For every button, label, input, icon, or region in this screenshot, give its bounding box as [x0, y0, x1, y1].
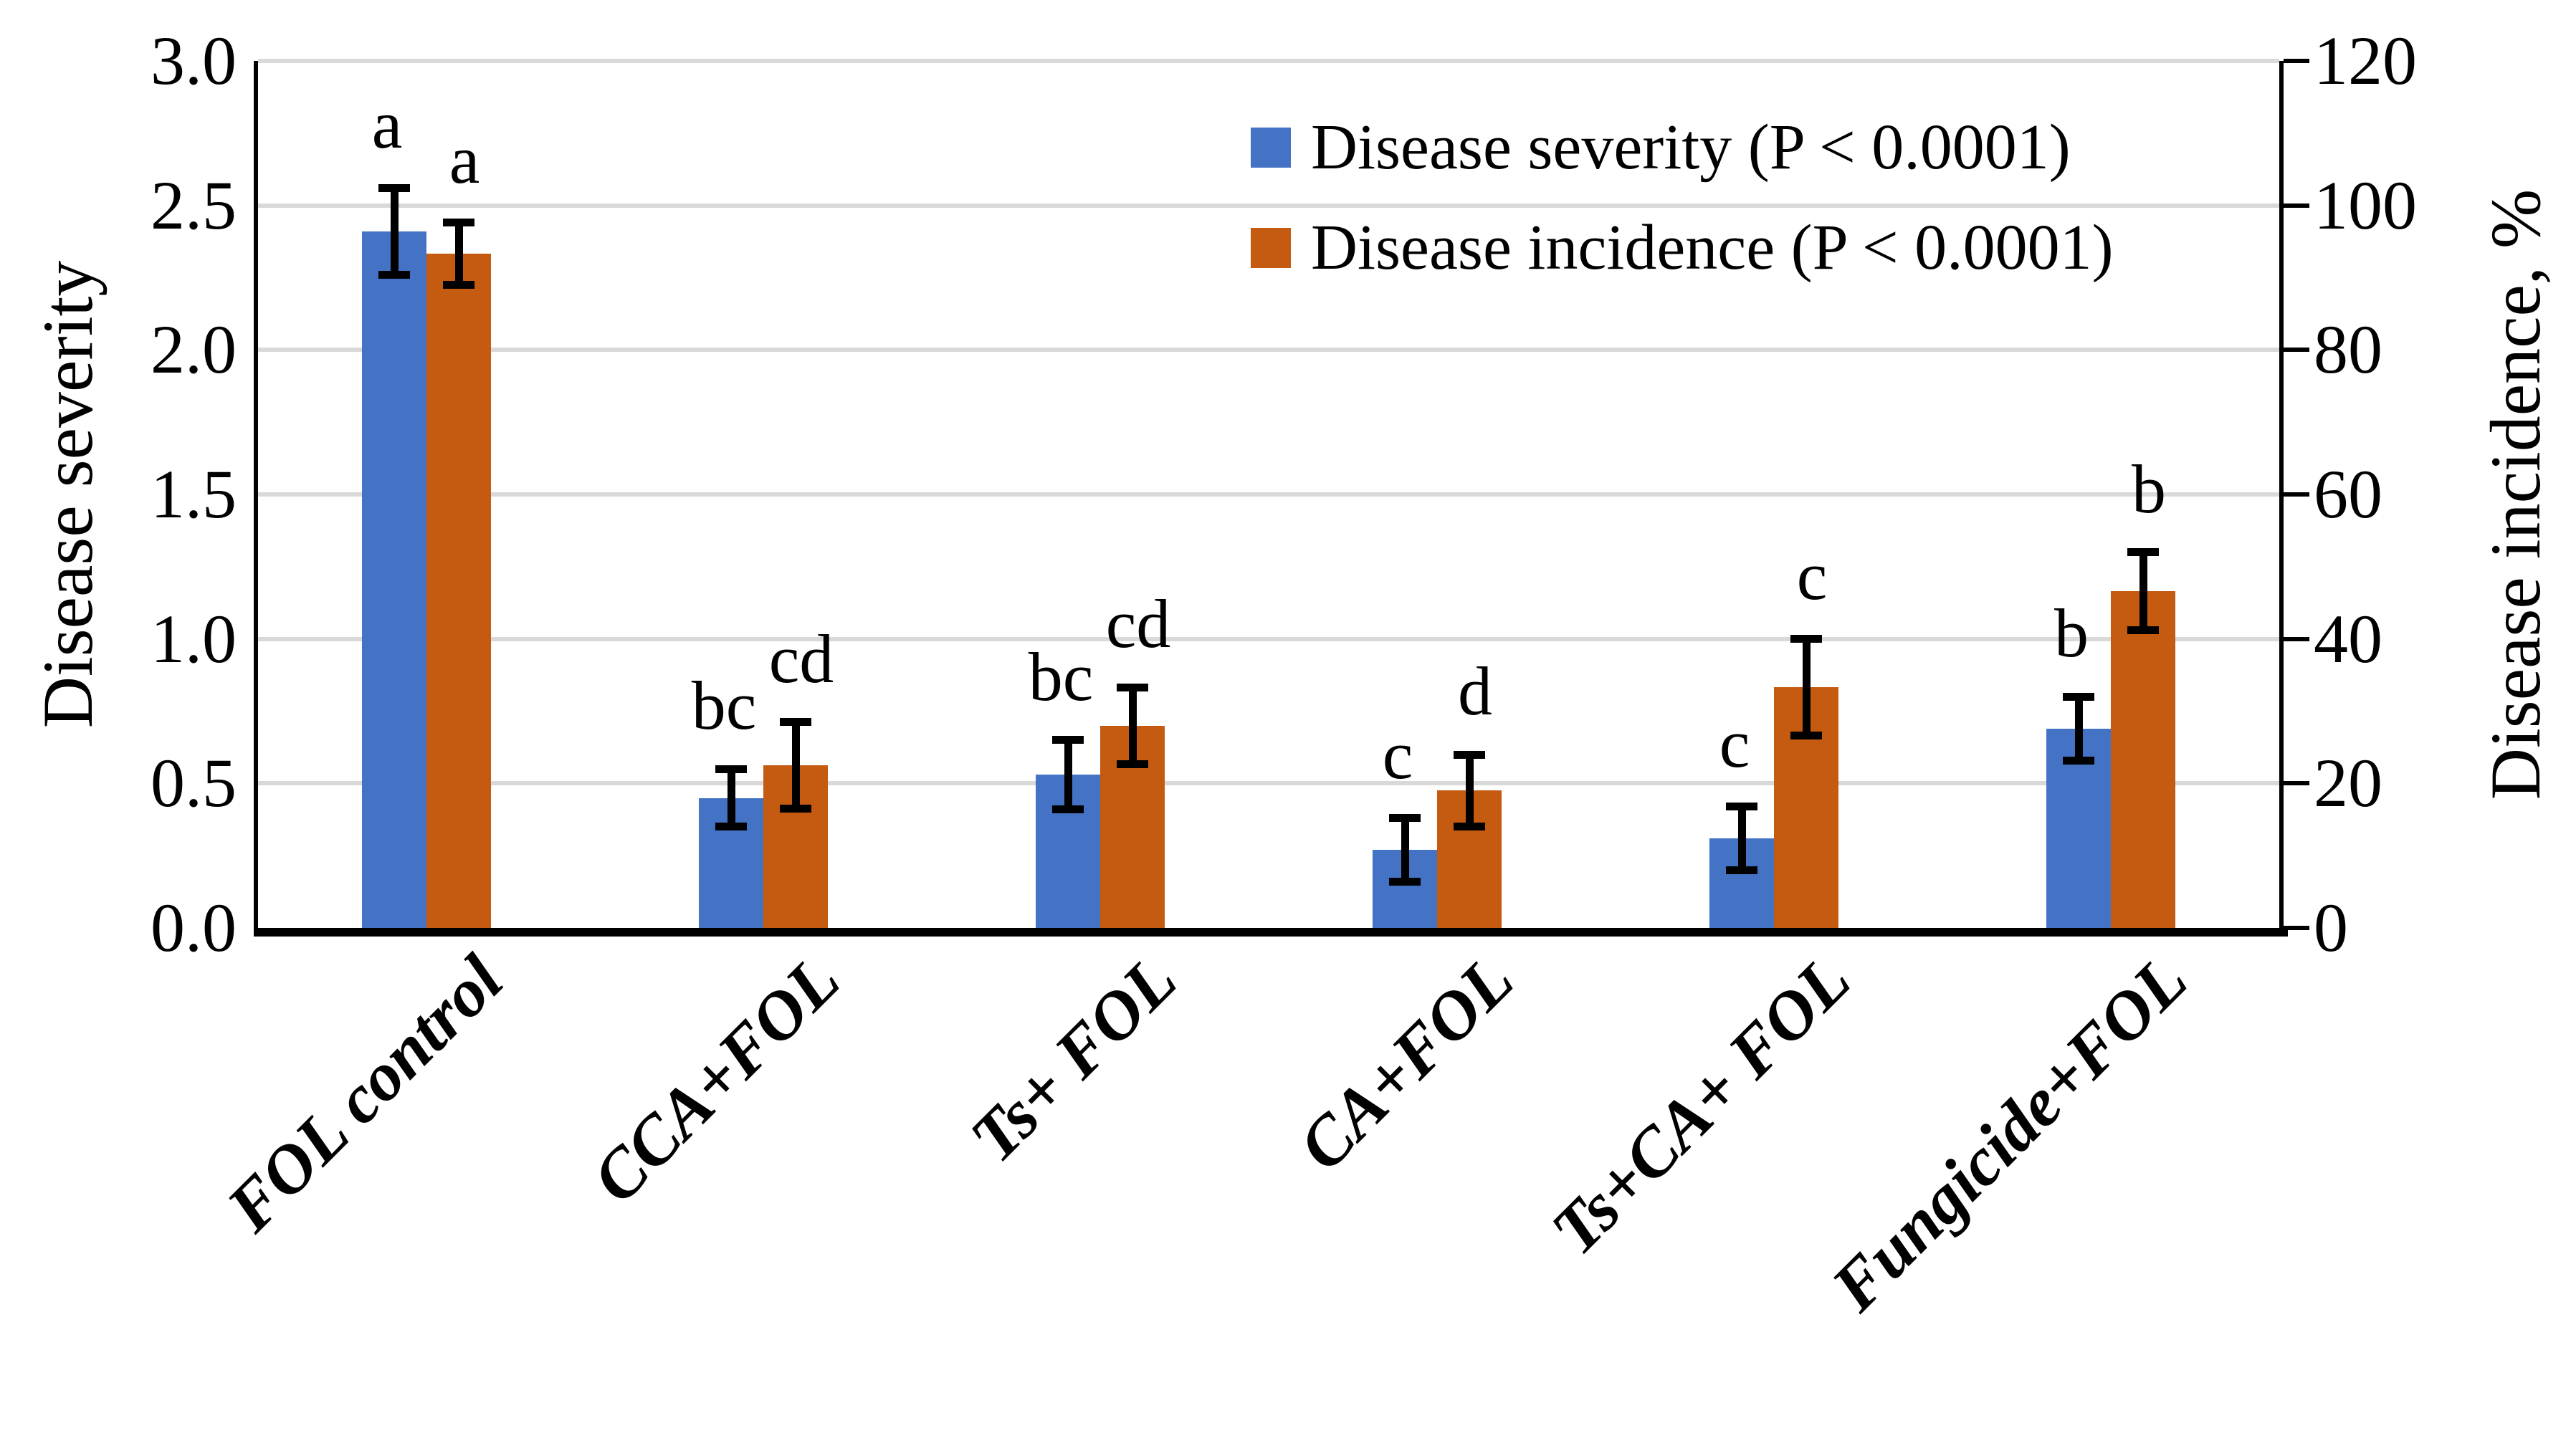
error-bar-cap — [378, 270, 410, 279]
significance-letter: bc — [1028, 638, 1094, 715]
significance-letter: c — [1382, 716, 1413, 793]
significance-letter: c — [1719, 704, 1750, 782]
error-bar-cap — [1117, 760, 1148, 768]
y-tick-label-left: 1.5 — [151, 456, 237, 532]
legend-swatch — [1251, 128, 1291, 168]
significance-letter: c — [1796, 537, 1828, 614]
legend: Disease severity (P < 0.0001) Disease inc… — [1251, 104, 2114, 292]
y-tick-label-right: 120 — [2314, 22, 2417, 99]
error-bar — [1737, 806, 1746, 871]
error-bar-cap — [1726, 866, 1757, 874]
right-axis-tick — [2284, 636, 2309, 641]
significance-letter: a — [371, 86, 403, 163]
legend-item: Disease severity (P < 0.0001) — [1251, 104, 2114, 191]
significance-letter: b — [2054, 595, 2089, 672]
significance-letter: a — [449, 120, 480, 198]
error-bar-cap — [1454, 823, 1485, 831]
y-tick-label-right: 80 — [2314, 311, 2382, 388]
error-bar — [2139, 552, 2147, 631]
right-axis-tick — [2284, 926, 2309, 930]
error-bar — [1401, 818, 1409, 882]
x-axis-line — [254, 928, 2288, 937]
legend-label: Disease incidence (P < 0.0001) — [1311, 212, 2114, 283]
significance-letter: d — [1458, 653, 1492, 729]
y-tick-label-right: 60 — [2314, 456, 2382, 532]
error-bar-cap — [1726, 803, 1757, 811]
error-bar-cap — [780, 718, 811, 727]
error-bar — [390, 188, 399, 275]
error-bar — [2074, 696, 2083, 761]
right-axis-tick — [2284, 348, 2309, 353]
error-bar-cap — [2127, 626, 2159, 635]
severity-bar — [362, 231, 426, 928]
error-bar — [1064, 739, 1072, 810]
gridline — [258, 59, 2279, 63]
significance-letter: cd — [768, 620, 834, 697]
error-bar — [1802, 638, 1811, 736]
gridline — [258, 203, 2279, 208]
plot-area: Disease severity (P < 0.0001) Disease inc… — [254, 59, 2309, 937]
error-bar-cap — [1790, 732, 1822, 740]
significance-letter: b — [2132, 450, 2166, 527]
bar-chart-figure: Disease severity Disease incidence, % Di… — [28, 22, 2555, 1326]
y-tick-label-right: 20 — [2314, 744, 2382, 822]
right-axis-line — [2279, 61, 2284, 932]
error-bar-cap — [378, 183, 410, 192]
error-bar-cap — [1052, 805, 1084, 814]
left-axis-line — [254, 61, 258, 932]
y-tick-label-right: 0 — [2314, 889, 2348, 966]
error-bar — [727, 769, 735, 827]
y-tick-label-left: 3.0 — [151, 22, 237, 99]
right-axis-tick — [2284, 492, 2309, 497]
right-axis-tick — [2284, 59, 2309, 63]
significance-letter: bc — [691, 667, 757, 744]
gridline — [258, 348, 2279, 353]
error-bar-cap — [1389, 814, 1421, 823]
incidence-bar — [426, 254, 491, 928]
error-bar-cap — [1790, 635, 1822, 643]
error-bar-cap — [780, 805, 811, 813]
y-tick-label-left: 0.0 — [151, 889, 237, 966]
error-bar-cap — [443, 219, 474, 227]
error-bar-cap — [1052, 736, 1084, 744]
y-tick-label-left: 1.0 — [151, 600, 237, 677]
error-bar-cap — [1117, 683, 1148, 691]
error-bar-cap — [715, 823, 747, 831]
legend-swatch — [1251, 228, 1291, 268]
error-bar — [791, 722, 800, 809]
legend-item: Disease incidence (P < 0.0001) — [1251, 204, 2114, 292]
gridline — [258, 636, 2279, 641]
y-tick-label-left: 0.5 — [151, 744, 237, 822]
y-tick-label-left: 2.0 — [151, 311, 237, 388]
error-bar — [1465, 755, 1474, 827]
error-bar-cap — [2063, 692, 2094, 701]
y-tick-label-right: 40 — [2314, 600, 2382, 677]
error-bar-cap — [1389, 877, 1421, 886]
error-bar-cap — [2127, 548, 2159, 557]
right-axis-tick — [2284, 203, 2309, 208]
error-bar — [1128, 687, 1137, 765]
right-axis-tick — [2284, 781, 2309, 786]
significance-letter: cd — [1105, 585, 1171, 663]
gridline — [258, 781, 2279, 786]
error-bar-cap — [2063, 756, 2094, 765]
y-tick-label-left: 2.5 — [151, 166, 237, 244]
legend-label: Disease severity (P < 0.0001) — [1311, 112, 2071, 183]
error-bar — [454, 222, 463, 285]
error-bar-cap — [443, 281, 474, 289]
incidence-bar — [2111, 591, 2175, 928]
error-bar-cap — [1454, 750, 1485, 759]
y-tick-label-right: 100 — [2314, 166, 2417, 244]
error-bar-cap — [715, 765, 747, 773]
gridline — [258, 492, 2279, 497]
